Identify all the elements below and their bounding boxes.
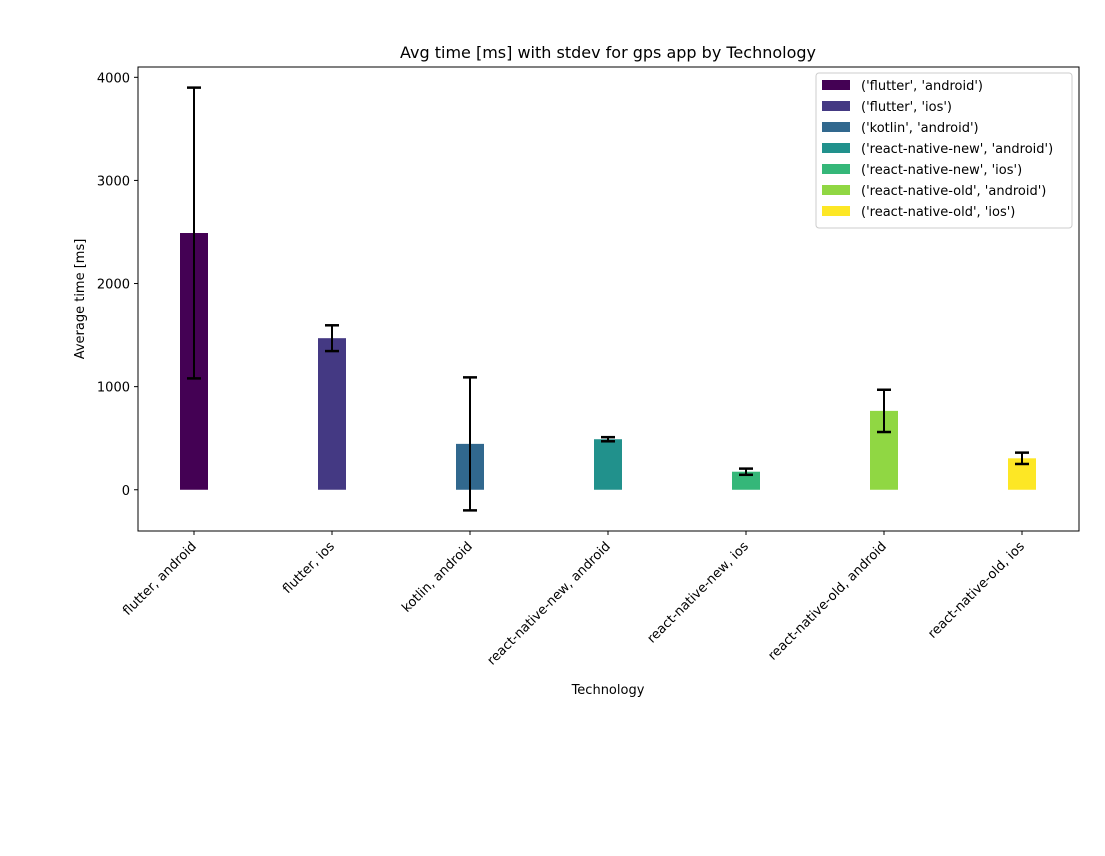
legend-label: ('flutter', 'ios') [861, 100, 952, 115]
legend: ('flutter', 'android') ('flutter', 'ios')… [815, 72, 1073, 229]
legend-item: ('react-native-old', 'ios') [822, 205, 1015, 220]
error-bar [877, 388, 891, 434]
error-bars-group [187, 86, 1029, 512]
legend-label: ('flutter', 'android') [861, 79, 983, 94]
legend-swatch [822, 101, 850, 111]
legend-item: ('react-native-old', 'android') [822, 184, 1046, 199]
legend-item: ('flutter', 'android') [822, 79, 983, 94]
legend-label: ('react-native-new', 'ios') [861, 163, 1022, 178]
y-tick-label: 3000 [97, 174, 130, 189]
legend-swatch [822, 206, 850, 216]
legend-swatch [822, 164, 850, 174]
plot-frame [137, 66, 1080, 532]
y-tick-label: 2000 [97, 278, 130, 293]
error-bar [601, 435, 615, 443]
chart-title: Avg time [ms] with stdev for gps app by … [400, 43, 816, 62]
y-axis-label: Average time [ms] [73, 239, 88, 360]
legend-item: ('react-native-new', 'ios') [822, 163, 1022, 178]
legend-label: ('kotlin', 'android') [861, 121, 979, 136]
error-bar [325, 324, 339, 353]
bar [732, 471, 760, 490]
y-tick-label: 1000 [97, 381, 130, 396]
legend-label: ('react-native-old', 'android') [861, 184, 1046, 199]
legend-swatch [822, 80, 850, 90]
y-tick-label: 0 [122, 484, 130, 499]
legend-item: ('kotlin', 'android') [822, 121, 979, 136]
y-axis: 0 1000 2000 3000 4000 [97, 71, 138, 499]
legend-label: ('react-native-old', 'ios') [861, 205, 1015, 220]
legend-box [815, 72, 1073, 229]
bar [594, 439, 622, 490]
error-bar [739, 467, 753, 477]
legend-swatch [822, 143, 850, 153]
legend-label: ('react-native-new', 'android') [861, 142, 1053, 157]
error-bar [463, 376, 477, 512]
legend-swatch [822, 185, 850, 195]
legend-item: ('react-native-new', 'android') [822, 142, 1053, 157]
error-bar [1015, 451, 1029, 466]
legend-item: ('flutter', 'ios') [822, 100, 952, 115]
legend-swatch [822, 122, 850, 132]
error-bar [187, 86, 201, 380]
bar [318, 338, 346, 490]
y-tick-label: 4000 [97, 71, 130, 86]
x-axis-label: Technology [571, 683, 645, 698]
